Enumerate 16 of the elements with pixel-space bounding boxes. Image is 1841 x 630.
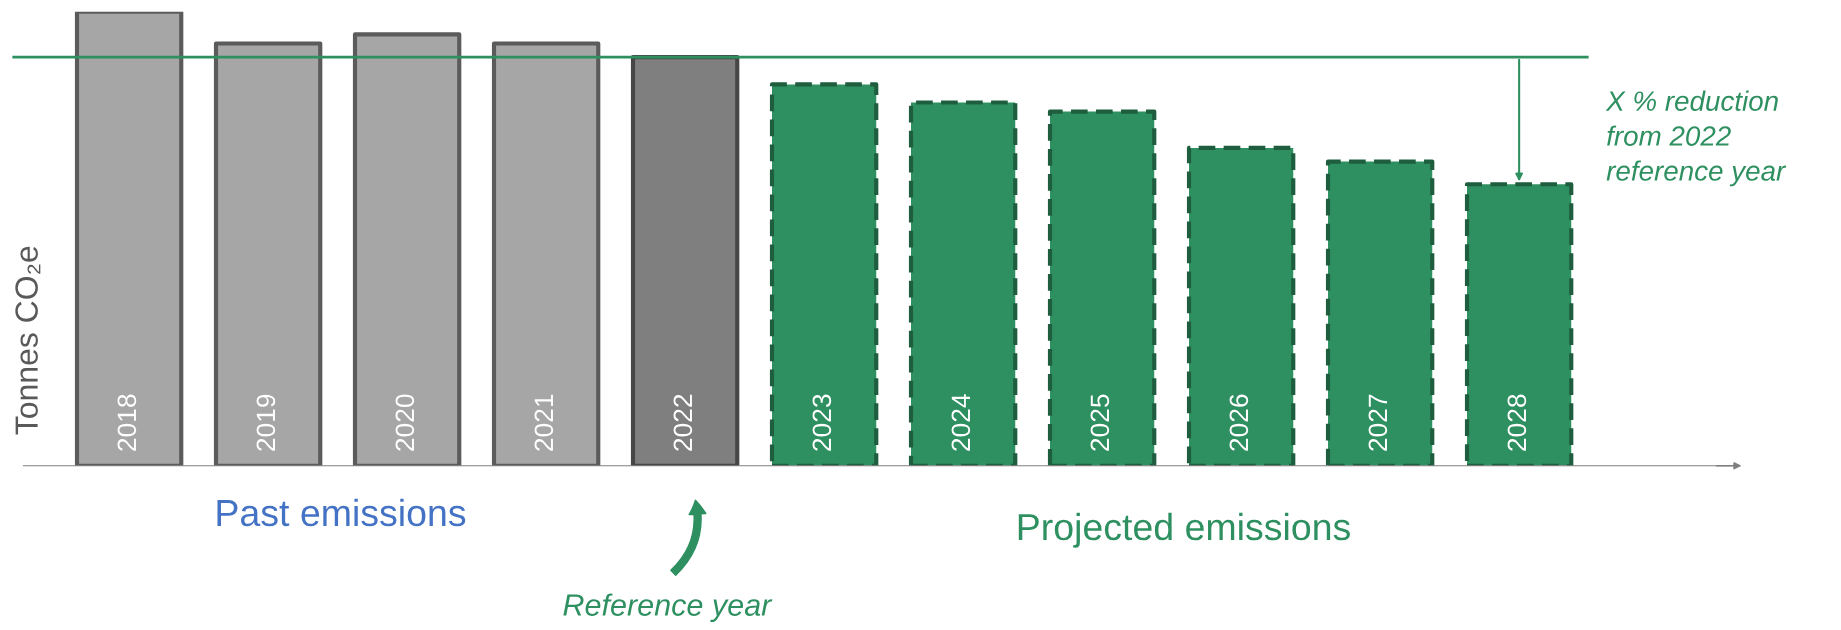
x-tick-label: 2022 bbox=[673, 394, 693, 451]
y-axis-title: Tonnes CO₂e bbox=[15, 246, 41, 435]
text: Past emissions bbox=[217, 498, 466, 527]
text: Reference year bbox=[563, 593, 773, 622]
text: Projected emissions bbox=[1018, 512, 1350, 548]
x-tick-label: 2028 bbox=[1507, 394, 1527, 451]
x-tick-label: 2023 bbox=[812, 394, 832, 451]
x-tick-label: 2026 bbox=[1229, 394, 1249, 451]
x-tick-label: 2021 bbox=[534, 394, 554, 451]
x-tick-label: 2024 bbox=[951, 394, 971, 451]
text: X % reduction from 2022 reference year bbox=[1605, 90, 1787, 187]
x-tick-label: 2018 bbox=[117, 394, 137, 451]
x-tick-label: 2020 bbox=[395, 394, 415, 451]
x-tick-label: 2025 bbox=[1090, 394, 1110, 451]
x-tick-label: 2027 bbox=[1368, 394, 1388, 451]
x-tick-label: 2019 bbox=[256, 394, 276, 451]
